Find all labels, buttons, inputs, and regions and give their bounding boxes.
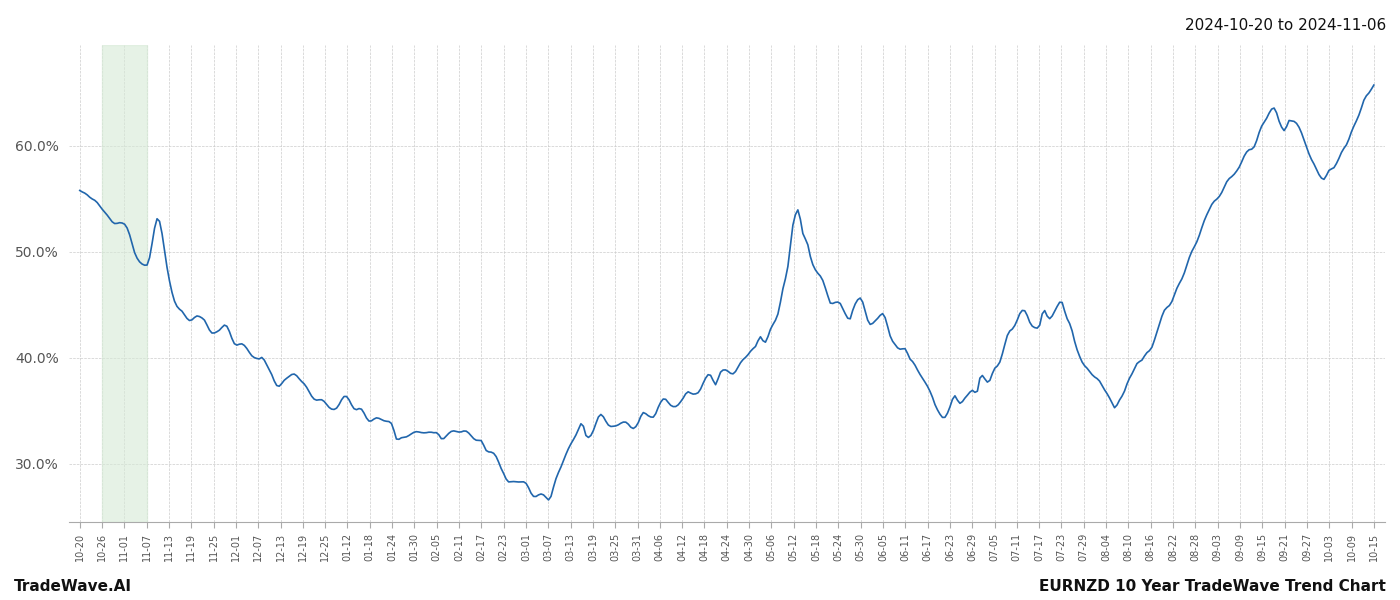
Text: EURNZD 10 Year TradeWave Trend Chart: EURNZD 10 Year TradeWave Trend Chart: [1039, 579, 1386, 594]
Text: TradeWave.AI: TradeWave.AI: [14, 579, 132, 594]
Bar: [102, 45, 147, 522]
Text: 2024-10-20 to 2024-11-06: 2024-10-20 to 2024-11-06: [1184, 18, 1386, 33]
